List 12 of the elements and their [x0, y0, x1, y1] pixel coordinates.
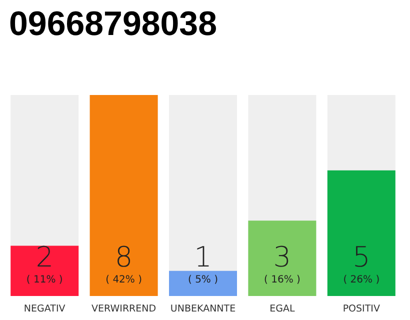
x-tick-label: POSITIV: [342, 304, 380, 314]
chart-title: 09668798038: [9, 5, 218, 43]
data-label: 5 ( 26% ): [343, 240, 380, 286]
x-tick-label: VERWIRREND: [92, 304, 156, 314]
data-label: 1 ( 5% ): [188, 240, 218, 286]
bar: [169, 270, 237, 296]
data-label: 2 ( 11% ): [26, 240, 63, 286]
data-label: 3 ( 16% ): [264, 240, 300, 286]
x-tick-label: UNBEKANNTE: [170, 304, 236, 314]
x-tick-label: NEGATIV: [24, 304, 66, 314]
x-tick-label: EGAL: [270, 304, 296, 314]
data-label: 8 ( 42% ): [106, 240, 142, 286]
